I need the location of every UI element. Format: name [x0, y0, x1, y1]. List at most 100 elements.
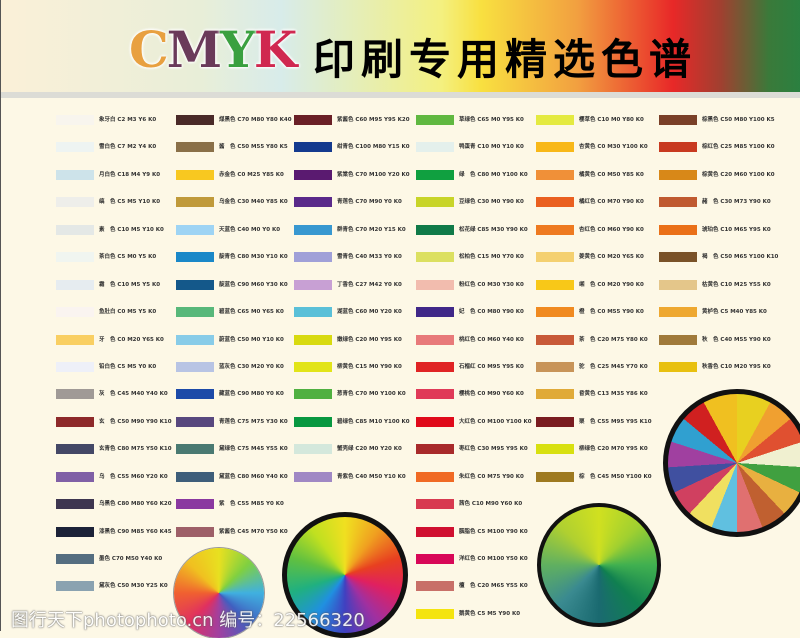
swatch-label: 鸭蛋青 C10 M0 Y10 K0 — [459, 144, 524, 151]
swatch-label: 草绿色 C65 M0 Y95 K0 — [459, 117, 524, 123]
swatch-label: 蓝灰色 C30 M20 Y0 K0 — [219, 363, 284, 370]
color-swatch — [536, 389, 574, 400]
swatch-label: 藏蓝色 C90 M80 Y0 K0 — [219, 391, 284, 398]
color-swatch — [294, 444, 332, 455]
color-swatch — [294, 115, 332, 125]
swatch-label: 枣红色 C30 M95 Y95 K0 — [459, 446, 528, 453]
swatch-row: 妃 色 C0 M80 Y90 K0 — [416, 307, 532, 334]
swatch-row: 湖蓝色 C60 M0 Y20 K0 — [294, 307, 410, 334]
header-banner — [1, 0, 800, 92]
swatch-row: 藏蓝色 C90 M80 Y0 K0 — [176, 389, 292, 416]
swatch-row: 洋红色 C0 M100 Y50 K0 — [416, 554, 532, 581]
swatch-row: 琥珀色 C10 M65 Y95 K0 — [659, 224, 778, 252]
color-swatch — [56, 554, 94, 564]
color-swatch — [416, 608, 454, 619]
swatch-label: 杏红色 C0 M60 Y90 K0 — [579, 226, 644, 233]
swatch-row: 雪白色 C7 M2 Y4 K0 — [56, 142, 172, 169]
color-swatch — [176, 252, 214, 263]
swatch-label: 蟹壳绿 C20 M0 Y20 K0 — [337, 446, 402, 453]
swatch-label: 姜黄色 C0 M20 Y65 K0 — [579, 254, 644, 261]
swatch-row: 橙 色 C0 M55 Y90 K0 — [536, 307, 652, 334]
swatch-label: 鹅黄色 C5 M5 Y90 K0 — [459, 610, 521, 617]
swatch-label: 橙 色 C0 M55 Y90 K0 — [579, 309, 644, 316]
swatch-column: 草绿色 C65 M0 Y95 K0 鸭蛋青 C10 M0 Y10 K0 绿 色 C8… — [416, 115, 532, 636]
swatch-row: 蟹壳绿 C20 M0 Y20 K0 — [294, 444, 410, 471]
swatch-label: 漆黑色 C90 M85 Y60 K45 — [99, 528, 172, 535]
swatch-label: 赭 色 C30 M73 Y90 K0 — [702, 199, 771, 206]
title-letter: C — [129, 20, 169, 79]
swatch-label: 茜色 C10 M90 Y60 K0 — [459, 501, 523, 508]
color-wheel-green — [537, 503, 661, 627]
swatch-row: 碧绿色 C85 M10 Y100 K0 — [294, 416, 410, 444]
swatch-row: 黛灰色 C50 M30 Y25 K0 — [56, 581, 172, 608]
color-swatch — [659, 252, 697, 263]
swatch-row: 鱼肚白 C0 M5 Y5 K0 — [56, 307, 172, 334]
swatch-row: 棕黄色 C20 M60 Y100 K0 — [659, 169, 778, 197]
color-swatch — [659, 361, 697, 372]
swatch-label: 碧绿色 C85 M10 Y100 K0 — [337, 418, 410, 425]
color-swatch — [176, 169, 214, 180]
color-swatch — [416, 334, 454, 345]
swatch-label: 橘黄色 C0 M50 Y85 K0 — [579, 171, 644, 178]
swatch-label: 铅白色 C5 M5 Y0 K0 — [99, 363, 157, 370]
swatch-label: 嫩绿色 C20 M0 Y95 K0 — [337, 336, 402, 343]
color-swatch — [176, 444, 214, 455]
swatch-label: 玄青色 C80 M75 Y50 K10 — [99, 446, 172, 453]
swatch-row: 黛绿色 C75 M45 Y55 K0 — [176, 444, 292, 471]
swatch-label: 紫酱色 C45 M70 Y50 K0 — [219, 528, 288, 535]
color-swatch — [416, 499, 454, 510]
swatch-column: 象牙白 C2 M3 Y6 K0 雪白色 C7 M2 Y4 K0 月白色 C18 M4… — [56, 115, 172, 609]
swatch-row: 青莲色 C70 M90 Y0 K0 — [294, 197, 410, 224]
swatch-label: 柳绿色 C20 M70 Y95 K0 — [579, 446, 648, 453]
swatch-row: 赤金色 C0 M25 Y85 K0 — [176, 169, 292, 197]
swatch-row: 杏红色 C0 M60 Y90 K0 — [536, 224, 652, 252]
color-swatch — [536, 307, 574, 318]
color-swatch — [416, 444, 454, 455]
header-divider — [1, 92, 800, 98]
color-swatch — [294, 307, 332, 318]
swatch-row: 昏黄色 C13 M35 Y86 K0 — [536, 389, 652, 416]
color-swatch — [416, 361, 454, 372]
color-swatch — [536, 252, 574, 263]
swatch-label: 洋红色 C0 M100 Y50 K0 — [459, 556, 528, 562]
color-swatch — [294, 169, 332, 180]
title-letter: M — [166, 20, 222, 79]
swatch-label: 柳黄色 C15 M0 Y90 K0 — [337, 363, 402, 370]
swatch-row: 酱 色 C50 M55 Y80 K5 — [176, 142, 292, 169]
swatch-row: 碧蓝色 C65 M0 Y65 K0 — [176, 307, 292, 334]
color-swatch — [536, 224, 574, 235]
swatch-label: 群青色 C70 M20 Y15 K0 — [337, 226, 406, 233]
swatch-row: 鸭蛋青 C10 M0 Y10 K0 — [416, 142, 532, 169]
swatch-label: 紫 色 C55 M85 Y0 K0 — [219, 501, 284, 508]
color-swatch — [659, 307, 697, 318]
swatch-label: 青莲色 C70 M90 Y0 K0 — [337, 199, 402, 206]
swatch-label: 橘红色 C0 M70 Y90 K0 — [579, 199, 644, 206]
swatch-row: 靛蓝色 C90 M60 Y30 K0 — [176, 279, 292, 307]
color-swatch — [56, 334, 94, 345]
swatch-row: 柳绿色 C20 M70 Y95 K0 — [536, 444, 652, 471]
color-swatch — [416, 115, 454, 125]
color-swatch — [294, 224, 332, 235]
swatch-row: 紫 色 C55 M85 Y0 K0 — [176, 499, 292, 526]
swatch-label: 乌 色 C55 M60 Y20 K0 — [99, 473, 168, 480]
title-letter: Y — [220, 20, 256, 79]
color-swatch — [56, 142, 94, 153]
swatch-label: 棕红色 C25 M85 Y100 K0 — [702, 144, 775, 151]
swatch-label: 青莲色 C75 M75 Y30 K0 — [219, 418, 288, 425]
swatch-row: 朱红色 C0 M75 Y90 K0 — [416, 471, 532, 499]
swatch-column: 樱草色 C10 M0 Y80 K0 杏黄色 C0 M30 Y100 K0 橘黄色 C… — [536, 115, 652, 499]
color-swatch — [536, 279, 574, 290]
swatch-row: 煤黑色 C70 M80 Y80 K40 — [176, 115, 292, 142]
swatch-row: 杏黄色 C0 M30 Y100 K0 — [536, 142, 652, 169]
swatch-label: 绿 色 C80 M0 Y100 K0 — [459, 171, 528, 178]
swatch-label: 葱青色 C70 M0 Y100 K0 — [337, 391, 406, 398]
color-swatch — [56, 526, 94, 537]
swatch-label: 棕黑色 C50 M80 Y100 K5 — [702, 117, 775, 123]
color-swatch — [294, 197, 332, 208]
color-swatch — [659, 142, 697, 153]
swatch-label: 乌金色 C30 M40 Y85 K0 — [219, 199, 288, 206]
color-swatch — [416, 416, 454, 427]
color-wheel-pie — [663, 389, 800, 537]
swatch-row: 枯黄色 C10 M25 Y55 K0 — [659, 279, 778, 307]
swatch-label: 墨色 C70 M50 Y40 K0 — [99, 556, 163, 562]
